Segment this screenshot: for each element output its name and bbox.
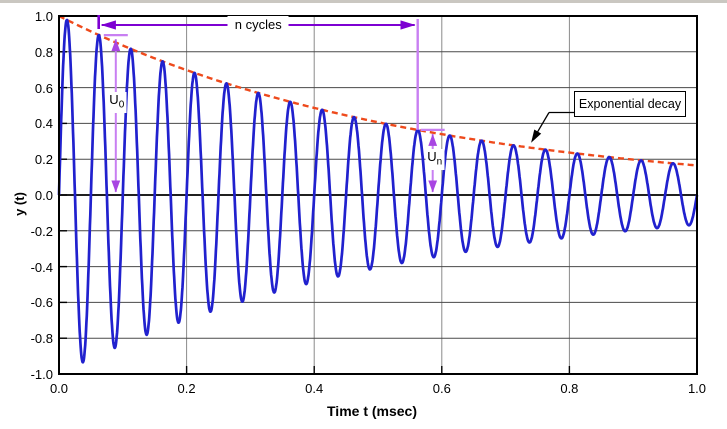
y-tick-label: 1.0 xyxy=(34,9,53,24)
u0-subscript: 0 xyxy=(118,99,125,111)
y-tick-label: -0.2 xyxy=(30,223,53,239)
x-tick-label: 0.2 xyxy=(177,381,196,396)
un-subscript: n xyxy=(436,156,443,168)
y-tick-label: -0.8 xyxy=(30,331,53,347)
y-tick-label: -0.6 xyxy=(30,295,53,311)
y-tick-label: 0.0 xyxy=(34,188,53,203)
n-cycles-label: n cycles xyxy=(227,16,289,33)
un-symbol: U xyxy=(427,149,437,164)
x-tick-label: 0.6 xyxy=(432,381,451,396)
un-amplitude-label: Un xyxy=(425,149,445,170)
u0-symbol: U xyxy=(109,92,119,107)
y-tick-label: -0.4 xyxy=(30,259,53,275)
y-tick-label: -1.0 xyxy=(30,367,53,382)
window-top-edge xyxy=(0,0,727,3)
y-tick-label: 0.6 xyxy=(34,80,53,96)
exponential-decay-callout: Exponential decay xyxy=(574,91,686,117)
x-axis-title: Time t (msec) xyxy=(327,403,417,419)
x-tick-label: 0.8 xyxy=(560,381,579,396)
y-tick-label: 0.4 xyxy=(34,116,53,132)
y-tick-label: 0.8 xyxy=(34,44,53,60)
u0-amplitude-label: U0 xyxy=(107,92,127,113)
x-tick-label: 1.0 xyxy=(687,381,707,396)
x-tick-label: 0.0 xyxy=(49,381,69,396)
x-tick-label: 0.4 xyxy=(305,381,324,396)
y-tick-label: 0.2 xyxy=(34,152,53,168)
